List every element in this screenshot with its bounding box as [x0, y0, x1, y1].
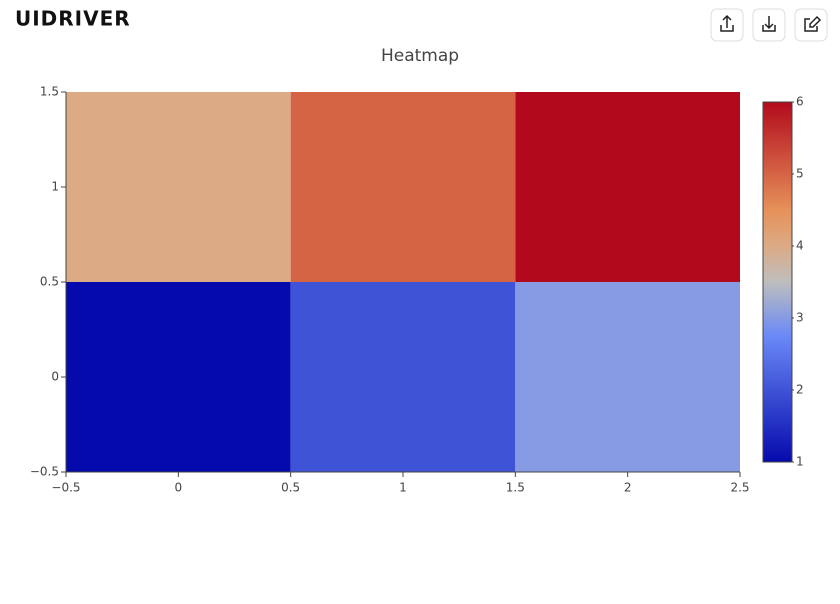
- heatmap-cell: [290, 92, 516, 282]
- colorbar-tick-label: 6: [796, 95, 804, 109]
- chart-title: Heatmap: [381, 46, 459, 66]
- y-tick-label: −0.5: [30, 465, 59, 479]
- colorbar-tick-label: 2: [796, 383, 804, 397]
- heatmap-cell: [515, 282, 740, 472]
- x-tick-label: −0.5: [51, 481, 80, 495]
- x-tick-label: 1.5: [506, 481, 525, 495]
- colorbar-tick-label: 3: [796, 311, 804, 325]
- download-button[interactable]: [752, 8, 786, 42]
- edit-button[interactable]: [794, 8, 828, 42]
- x-tick-label: 2.5: [730, 481, 749, 495]
- colorbar-tick-label: 1: [796, 455, 804, 469]
- y-tick-label: 1.5: [40, 85, 59, 99]
- y-tick-label: 1: [51, 180, 59, 194]
- colorbar: [762, 101, 793, 463]
- share-button[interactable]: [710, 8, 744, 42]
- heatmap-cell: [66, 92, 291, 282]
- logo: UIDRIVER: [15, 7, 131, 31]
- heatmap-cell: [290, 282, 516, 472]
- colorbar-tick-label: 4: [796, 239, 804, 253]
- x-tick-label: 0: [175, 481, 183, 495]
- x-tick-label: 1: [399, 481, 407, 495]
- y-tick-label: 0.5: [40, 275, 59, 289]
- heatmap-cell: [66, 282, 291, 472]
- x-tick-label: 2: [624, 481, 632, 495]
- x-tick-label: 0.5: [281, 481, 300, 495]
- y-tick-label: 0: [51, 370, 59, 384]
- colorbar-tick-label: 5: [796, 167, 804, 181]
- heatmap-cell: [515, 92, 740, 282]
